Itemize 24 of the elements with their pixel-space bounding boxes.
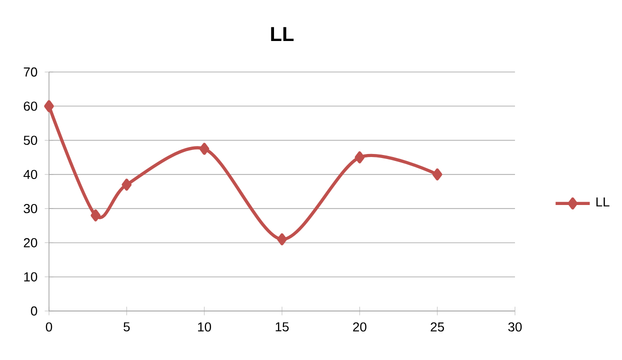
chart-title: LL [271,27,294,41]
y-tick-label: 50 [24,136,38,145]
legend-label: LL [596,197,610,206]
x-tick-label: 30 [508,322,522,332]
x-tick-label: 5 [124,322,130,332]
point [432,168,442,180]
x-tick-label: 20 [353,322,366,332]
x-tick-label: 25 [430,322,444,332]
y-tick-label: 20 [24,238,38,248]
point [122,178,132,191]
x-tick-label: 10 [198,322,212,332]
y-tick-label: 70 [24,67,38,77]
point [277,233,287,246]
x-tick-label: 0 [46,322,52,332]
point [354,151,365,164]
y-tick-label: 10 [24,272,38,282]
y-tick-label: 40 [24,170,38,180]
x-tick-label: 15 [276,322,289,332]
y-tick-label: 0 [30,306,38,316]
point [44,100,54,112]
y-tick-label: 60 [24,102,38,111]
y-tick-label: 30 [24,204,38,214]
point [199,142,210,155]
point [90,209,100,222]
